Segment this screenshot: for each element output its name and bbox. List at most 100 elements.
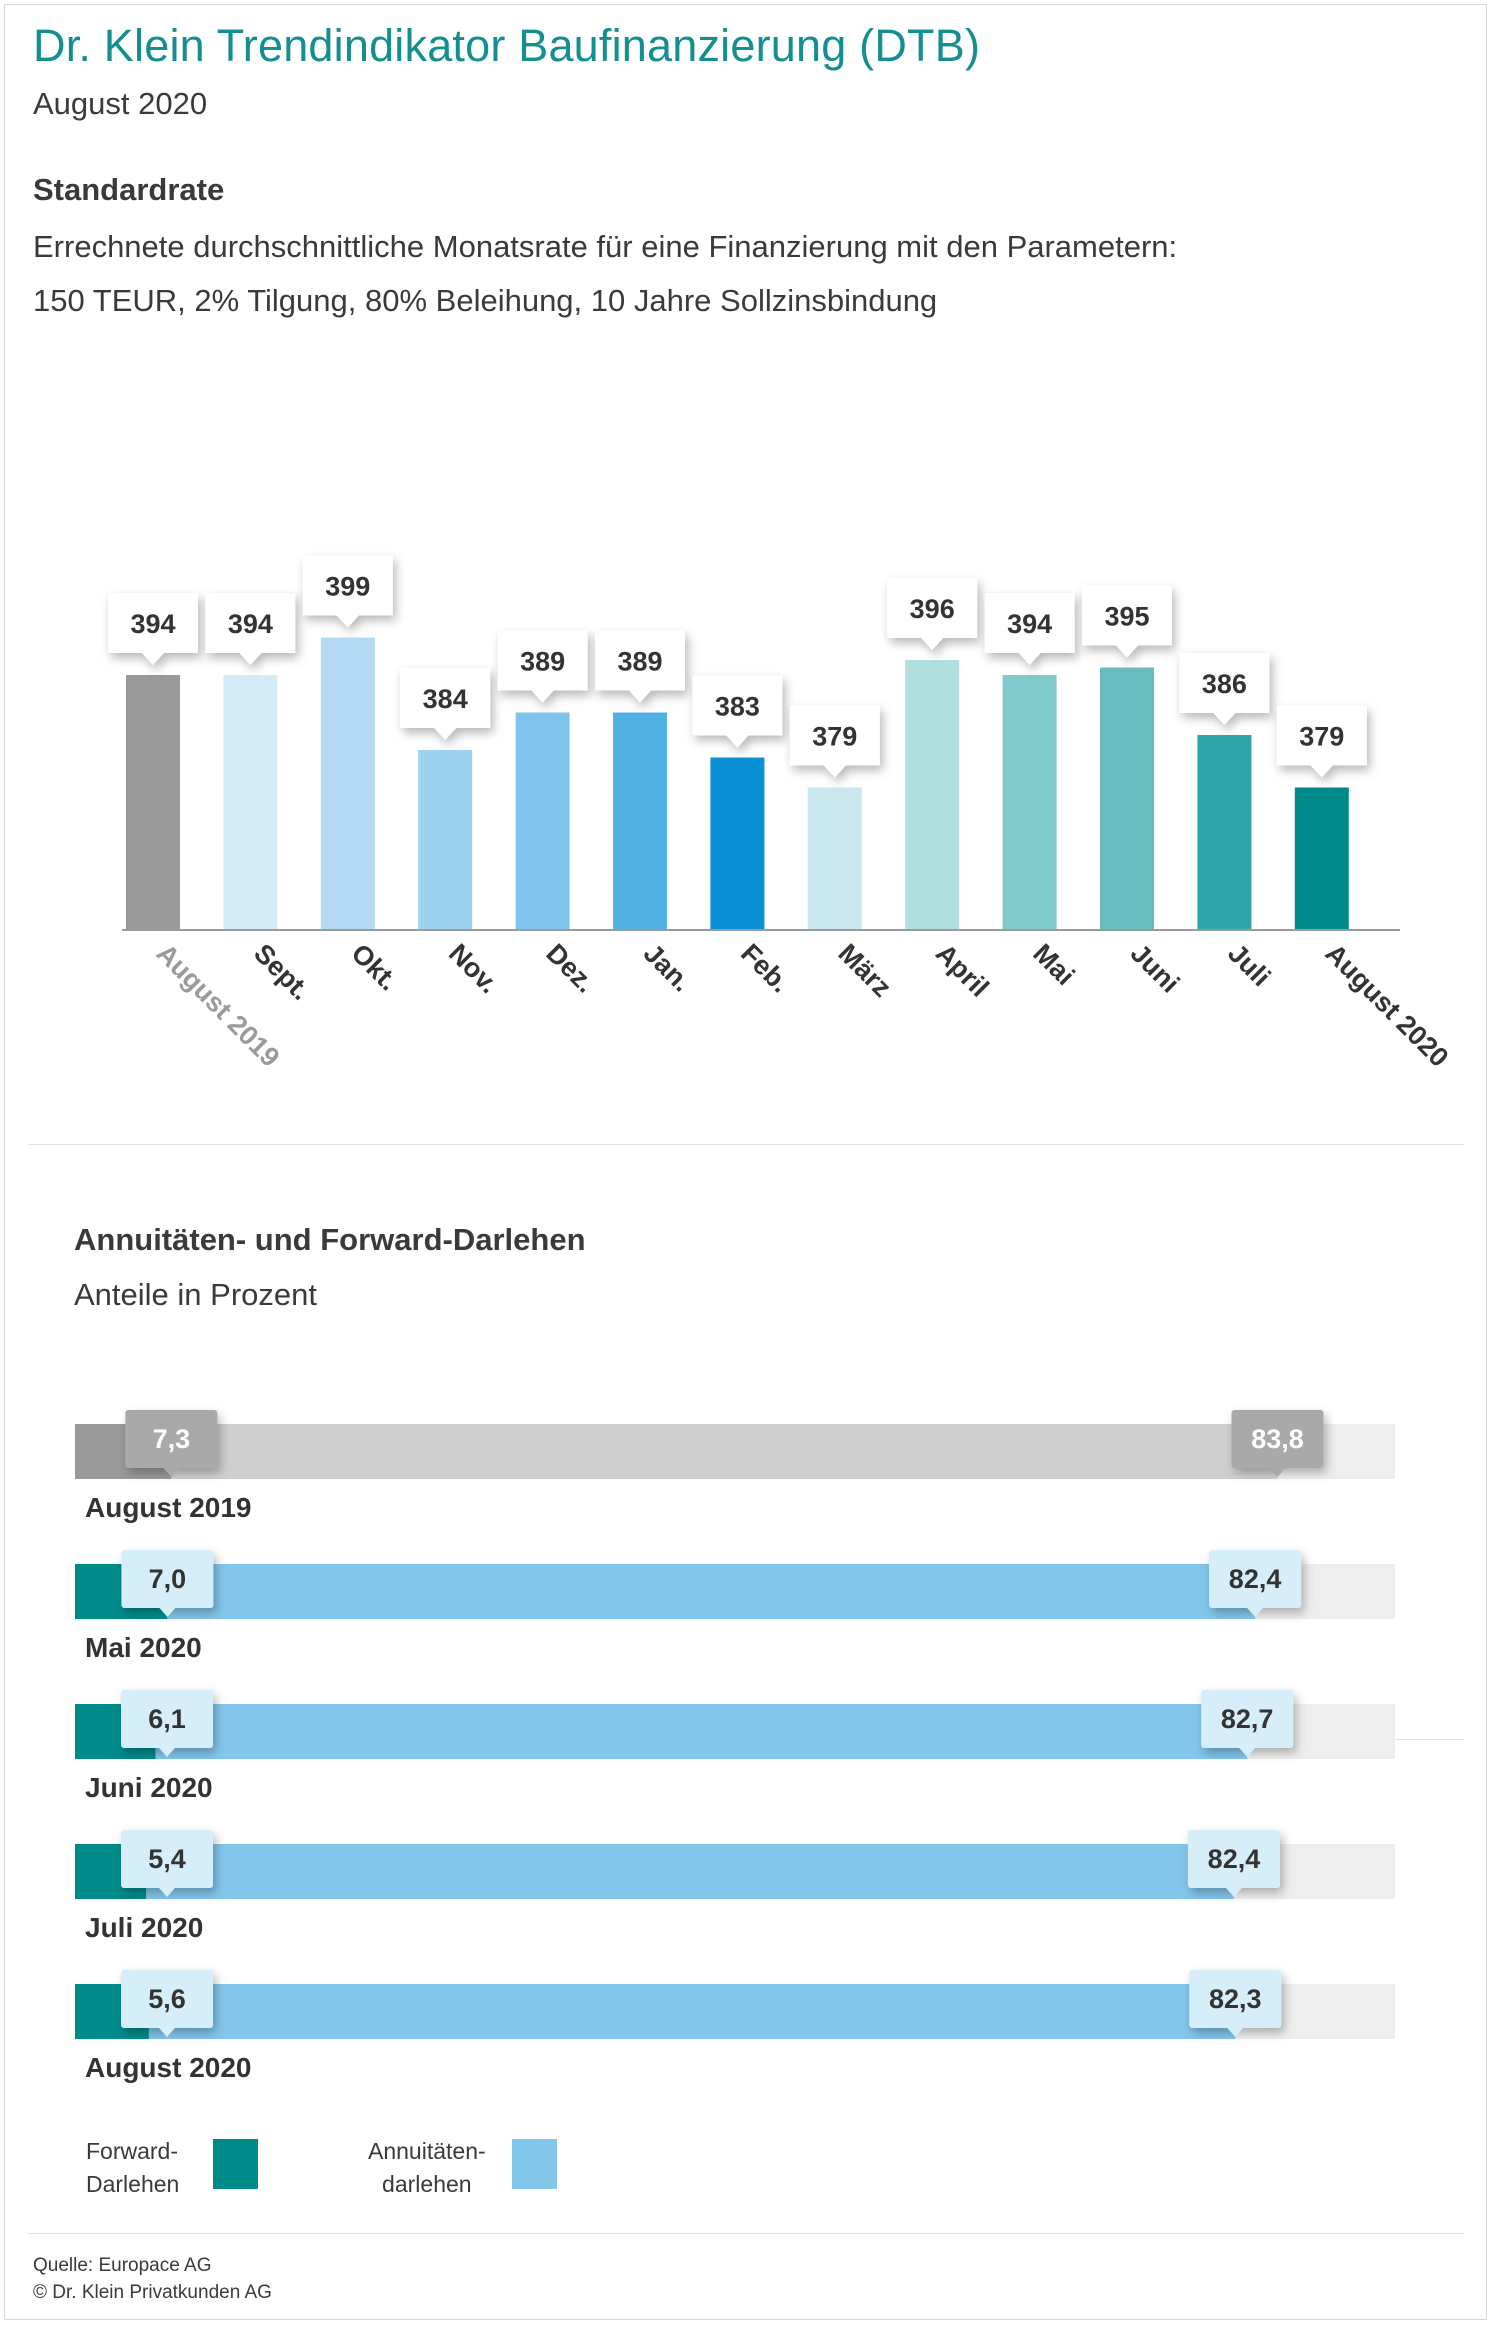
annuitaeten-bar [148,1984,1236,2039]
annuitaeten-value-label-box [1189,1970,1282,2028]
legend-forward-line1: Forward- [86,2138,179,2164]
bar [1197,735,1252,930]
legend-annuitaeten-line2: darlehen [382,2171,472,2197]
x-tick-label: Feb. [735,938,795,998]
callout-box [1276,705,1367,778]
bar-value-callout [400,668,491,740]
bar-value-callout [497,630,588,703]
bar [807,787,862,930]
copyright-note: © Dr. Klein Privatkunden AG [33,2282,272,2303]
darlehen-title: Annuitäten- und Forward-Darlehen [74,1222,586,1257]
forward-value-label-pointer [159,1888,175,1897]
bar-value-label: 399 [325,572,370,602]
footer-divider [28,2233,1464,2234]
x-tick-label: Mai [1027,938,1080,991]
bar-value-label: 384 [423,684,468,714]
bar-value-label: 379 [1299,722,1344,752]
bar-value-label: 395 [1104,602,1149,632]
x-tick-label: Okt. [346,938,404,996]
annuitaeten-value-label: 82,4 [1208,1844,1261,1874]
page-subtitle: August 2020 [33,86,208,121]
bar-value-label: 379 [812,722,857,752]
bar-value-callout [1276,705,1367,778]
section-divider [28,1144,1464,1145]
legend-forward-swatch [213,2139,258,2189]
bar-value-callout [595,630,685,703]
bar [1002,675,1057,930]
row-category-label: August 2019 [85,1492,252,1523]
bar-value-label: 389 [617,647,662,677]
standardrate-description-line2: 150 TEUR, 2% Tilgung, 80% Beleihung, 10 … [33,283,938,318]
forward-value-label: 7,3 [153,1424,191,1454]
bar-value-callout [1082,585,1172,658]
standardrate-description-line1: Errechnete durchschnittliche Monatsrate … [33,229,1178,264]
forward-value-label: 5,4 [148,1844,186,1874]
callout-box [1082,585,1172,658]
callout-box [595,630,685,703]
annuitaeten-value-label-box [1231,1410,1324,1468]
annuitaeten-bar [146,1844,1234,1899]
annuitaeten-value-label: 83,8 [1251,1424,1304,1454]
forward-value-label: 6,1 [148,1704,186,1734]
annuitaeten-value-label: 82,4 [1229,1564,1282,1594]
legend-forward-label: Forward- Darlehen [86,2135,179,2201]
infographic-frame [4,4,1487,2320]
bar-value-label: 396 [910,594,955,624]
callout-box [497,630,588,703]
row-category-label: Juni 2020 [85,1772,213,1803]
legend-annuitaeten-label: Annuitäten- darlehen [368,2135,486,2201]
bar-value-label: 394 [228,609,273,639]
bar-value-callout [692,675,783,748]
bar-value-callout [108,593,198,665]
x-tick-label: Dez. [540,938,600,998]
bar-value-callout [205,593,296,665]
x-tick-label: Juli [1222,938,1276,992]
bar [515,712,570,930]
bar-value-label: 394 [130,609,175,639]
annuitaeten-value-label: 82,7 [1221,1704,1274,1734]
callout-box [789,705,880,778]
annuitaeten-value-label-box [1209,1550,1302,1608]
callout-box [302,555,393,628]
callout-box [692,675,783,748]
bar [126,675,180,930]
bar [320,637,375,930]
legend-forward-line2: Darlehen [86,2171,180,2197]
annuitaeten-bar [171,1424,1278,1479]
bar [613,712,667,930]
forward-value-label-box [121,1970,213,2028]
callout-box [205,593,296,665]
bar-value-callout [984,593,1075,665]
forward-value-label: 7,0 [149,1564,187,1594]
callout-box [108,593,198,665]
annuitaeten-bar [167,1564,1256,1619]
bar [1100,667,1154,930]
source-note: Quelle: Europace AG [33,2255,212,2276]
annuitaeten-value-label: 82,3 [1209,1984,1262,2014]
bar-value-label: 389 [520,647,565,677]
legend-annuitaeten-line1: Annuitäten- [368,2138,486,2164]
forward-value-label-box [121,1830,213,1888]
forward-value-label-pointer [163,1468,180,1477]
callout-box [887,578,978,650]
bar-value-callout [302,555,393,628]
legend-annuitaeten-swatch [512,2139,557,2189]
annuitaeten-value-label-pointer [1247,1608,1264,1617]
row-category-label: August 2020 [85,2052,252,2083]
page-title: Dr. Klein Trendindikator Baufinanzierung… [33,20,981,71]
forward-value-label-box [121,1550,214,1608]
annuitaeten-value-label-box [1187,1830,1280,1888]
callout-box [1179,653,1270,725]
bar [1294,787,1349,930]
bar [223,675,278,930]
forward-value-label-pointer [159,1748,175,1757]
forward-value-label-box [121,1690,213,1748]
annuitaeten-value-label-pointer [1269,1468,1286,1477]
annuitaeten-value-label-pointer [1239,1748,1256,1757]
callout-box [984,593,1075,665]
standardrate-title: Standardrate [33,172,225,207]
x-tick-label: Jan. [638,938,697,997]
darlehen-subtitle: Anteile in Prozent [74,1277,317,1312]
bar [710,757,765,930]
